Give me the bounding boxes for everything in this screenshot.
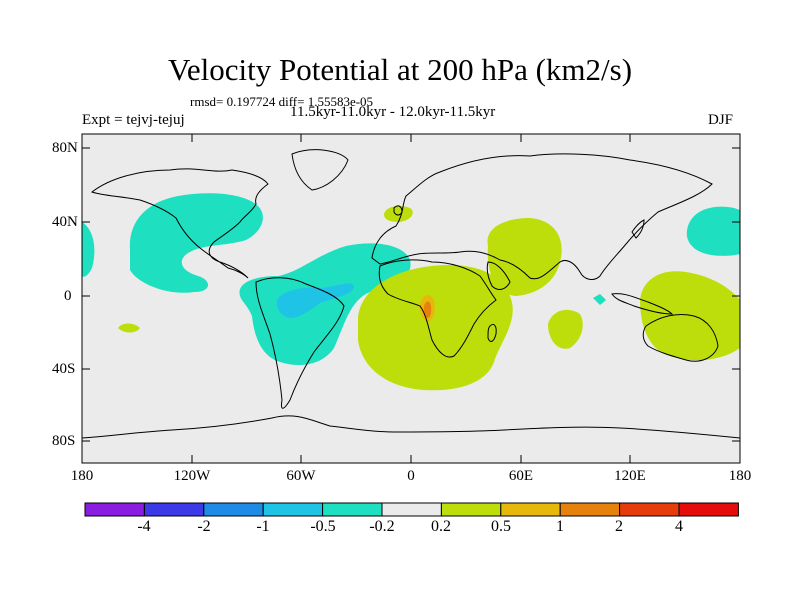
lon-label: 180 — [728, 468, 752, 484]
colorbar-label: -2 — [197, 518, 211, 535]
lon-label: 120W — [173, 468, 211, 484]
coastline-indonesia — [611, 293, 674, 315]
lat-label: 80N — [52, 140, 78, 156]
season-label: DJF — [708, 112, 734, 128]
coastline-eurasia — [371, 153, 713, 280]
coastline-africa — [378, 259, 497, 358]
coastline-north-america — [90, 168, 269, 279]
lon-label: 120E — [614, 468, 646, 484]
coastline-madagascar — [487, 323, 497, 342]
colorbar-box — [381, 502, 442, 517]
lat-label: 40S — [52, 361, 76, 377]
anomaly-region-negative — [239, 243, 411, 366]
anomaly-region-negative — [686, 206, 740, 256]
anomaly-region-positive — [118, 323, 140, 333]
colorbar-box — [678, 502, 739, 517]
anomaly-region-negative-mid — [276, 283, 355, 318]
lat-label: 0 — [64, 288, 72, 304]
colorbar-label: 0.5 — [491, 518, 511, 535]
coastline-uk — [393, 205, 403, 216]
lon-label: 60E — [508, 468, 534, 484]
colorbar-label: -0.5 — [310, 518, 336, 535]
lon-ticks — [81, 134, 741, 463]
lat-label: 40N — [52, 214, 78, 230]
map-title: Velocity Potential at 200 hPa (km2/s) — [167, 52, 633, 87]
colorbar-label: 4 — [675, 518, 683, 535]
colorbar-label: -4 — [137, 518, 151, 535]
colorbar-box — [84, 502, 145, 517]
colorbar-box — [440, 502, 502, 517]
colorbar-box — [500, 502, 561, 517]
colorbar — [84, 502, 739, 517]
lon-label: 180 — [70, 468, 94, 484]
anomaly-region-positive — [487, 218, 562, 296]
coastline-japan — [631, 219, 645, 239]
colorbar-label: 0.2 — [431, 518, 451, 535]
experiment-label: Expt = tejvj-tejuj — [82, 112, 185, 128]
anomaly-region-negative — [129, 193, 263, 293]
colorbar-label: -0.2 — [369, 518, 395, 535]
period-label: 11.5kyr-11.0kyr - 12.0kyr-11.5kyr — [290, 104, 496, 120]
coastline-australia — [642, 313, 719, 362]
anomaly-region-positive — [640, 271, 740, 361]
colorbar-box — [559, 502, 621, 517]
colorbar-box — [322, 502, 383, 517]
coastline-greenland — [291, 149, 349, 191]
anomaly-region-positive — [548, 309, 583, 349]
lon-label: 0 — [407, 468, 415, 484]
colorbar-box — [619, 502, 680, 517]
lat-ticks — [82, 147, 740, 442]
coastline-antarctica — [81, 415, 741, 439]
anomaly-region-negative — [82, 222, 95, 277]
colorbar-box — [203, 502, 264, 517]
coastline-south-america — [255, 277, 345, 409]
colorbar-box — [143, 502, 205, 517]
coastlines — [81, 149, 741, 439]
anomaly-region-positive — [358, 265, 513, 391]
colorbar-label: 2 — [615, 518, 623, 535]
anomaly-region-positive — [384, 206, 413, 222]
anomaly-region-negative — [593, 294, 606, 305]
coastline-arabia — [486, 261, 511, 290]
colorbar-label: -1 — [256, 518, 270, 535]
lat-label: 80S — [52, 433, 76, 449]
lon-label: 60W — [286, 468, 316, 484]
colorbar-label: 1 — [556, 518, 564, 535]
stats-text: rmsd= 0.197724 diff= 1.55583e-05 — [190, 94, 374, 109]
colorbar-box — [262, 502, 324, 517]
anomaly-region-positive-strong — [423, 301, 432, 318]
